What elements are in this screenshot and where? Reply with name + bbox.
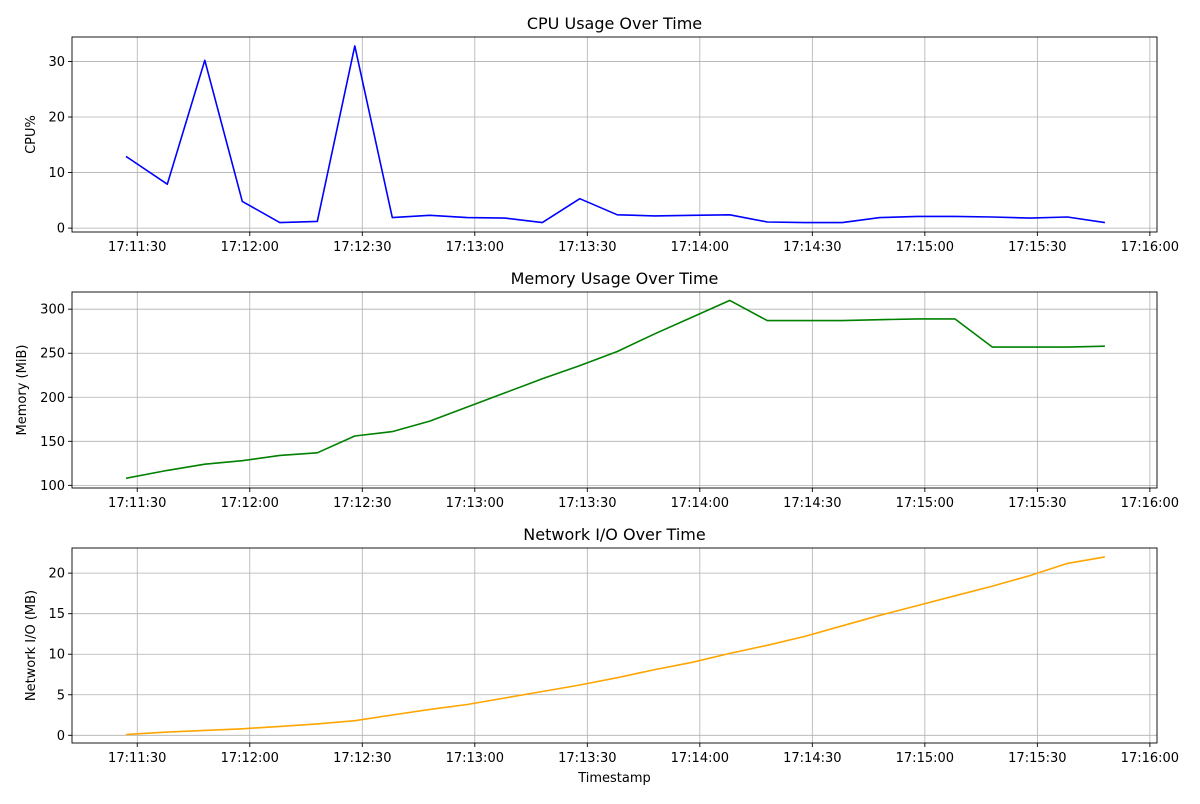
x-tick-label: 17:15:00 bbox=[896, 496, 954, 511]
x-tick-label: 17:12:00 bbox=[221, 496, 279, 511]
x-tick-label: 17:15:00 bbox=[896, 751, 954, 766]
x-tick-label: 17:16:00 bbox=[1121, 751, 1179, 766]
series-line bbox=[125, 556, 1106, 736]
x-tick-label: 17:15:30 bbox=[1008, 751, 1066, 766]
plot-frame bbox=[71, 36, 1158, 233]
y-tick-label: 0 bbox=[57, 729, 65, 744]
x-tick-label: 17:14:30 bbox=[783, 240, 841, 255]
chart-title: Memory Usage Over Time bbox=[511, 269, 719, 288]
x-tick-label: 17:14:00 bbox=[671, 751, 729, 766]
y-tick-label: 100 bbox=[40, 479, 65, 494]
x-tick-label: 17:14:30 bbox=[783, 751, 841, 766]
x-tick-label: 17:12:00 bbox=[221, 240, 279, 255]
x-tick-label: 17:12:00 bbox=[221, 751, 279, 766]
y-tick-label: 200 bbox=[40, 391, 65, 406]
plot-frame bbox=[71, 291, 1158, 489]
y-tick-label: 30 bbox=[48, 55, 65, 70]
x-tick-label: 17:11:30 bbox=[108, 496, 166, 511]
x-tick-label: 17:16:00 bbox=[1121, 496, 1179, 511]
y-tick-label: 10 bbox=[48, 648, 65, 663]
x-tick-label: 17:13:00 bbox=[446, 496, 504, 511]
y-tick-label: 300 bbox=[40, 303, 65, 318]
series-line bbox=[125, 299, 1105, 480]
x-tick-label: 17:12:30 bbox=[333, 496, 391, 511]
chart-title: CPU Usage Over Time bbox=[527, 14, 702, 33]
y-tick-label: 15 bbox=[48, 607, 65, 622]
x-tick-label: 17:12:30 bbox=[333, 751, 391, 766]
plot-frame bbox=[71, 547, 1158, 744]
y-axis-label: Memory (MiB) bbox=[15, 345, 30, 436]
x-tick-label: 17:14:00 bbox=[671, 496, 729, 511]
x-tick-label: 17:16:00 bbox=[1121, 240, 1179, 255]
x-tick-label: 17:11:30 bbox=[108, 751, 166, 766]
x-tick-label: 17:13:30 bbox=[558, 496, 616, 511]
y-axis-label: Network I/O (MB) bbox=[24, 590, 39, 701]
chart-title: Network I/O Over Time bbox=[523, 525, 705, 544]
y-tick-label: 150 bbox=[40, 435, 65, 450]
x-tick-label: 17:14:30 bbox=[783, 496, 841, 511]
x-tick-label: 17:14:00 bbox=[671, 240, 729, 255]
chart-panel: 17:11:30 17:12:00 17:12:30 17:13:00 17:13:30… bbox=[15, 269, 1179, 511]
y-tick-label: 0 bbox=[57, 222, 65, 237]
y-tick-label: 10 bbox=[48, 166, 65, 181]
y-tick-label: 5 bbox=[57, 688, 65, 703]
y-tick-label: 20 bbox=[48, 567, 65, 582]
x-axis-label: Timestamp bbox=[577, 771, 651, 786]
y-tick-label: 20 bbox=[48, 111, 65, 126]
x-tick-label: 17:12:30 bbox=[333, 240, 391, 255]
x-tick-label: 17:13:00 bbox=[446, 751, 504, 766]
chart-panel: 17:11:30 17:12:00 17:12:30 17:13:00 17:13:30… bbox=[24, 14, 1179, 255]
x-tick-label: 17:11:30 bbox=[108, 240, 166, 255]
y-axis-label: CPU% bbox=[24, 115, 39, 154]
y-tick-label: 250 bbox=[40, 347, 65, 362]
x-tick-label: 17:15:30 bbox=[1008, 496, 1066, 511]
chart-panel: 17:11:30 17:12:00 17:12:30 17:13:00 17:13:30… bbox=[24, 525, 1179, 786]
x-tick-label: 17:13:00 bbox=[446, 240, 504, 255]
x-tick-label: 17:15:00 bbox=[896, 240, 954, 255]
x-tick-label: 17:13:30 bbox=[558, 240, 616, 255]
series-line bbox=[125, 45, 1106, 224]
x-tick-label: 17:15:30 bbox=[1008, 240, 1066, 255]
x-tick-label: 17:13:30 bbox=[558, 751, 616, 766]
